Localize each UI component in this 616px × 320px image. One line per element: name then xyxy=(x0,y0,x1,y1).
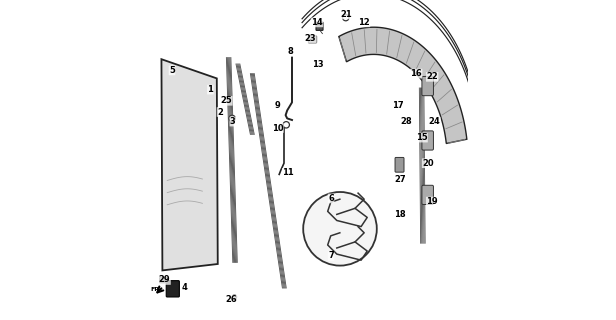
FancyBboxPatch shape xyxy=(422,76,434,96)
Circle shape xyxy=(342,14,349,21)
Text: 28: 28 xyxy=(401,117,412,126)
Text: 16: 16 xyxy=(410,69,422,78)
Text: 7: 7 xyxy=(328,252,334,260)
Text: 8: 8 xyxy=(288,47,293,56)
Text: 12: 12 xyxy=(358,18,370,27)
FancyBboxPatch shape xyxy=(309,36,317,43)
Text: FR: FR xyxy=(150,287,160,292)
Text: 3: 3 xyxy=(230,117,236,126)
Circle shape xyxy=(303,192,377,266)
Text: 2: 2 xyxy=(217,108,223,116)
Text: 17: 17 xyxy=(392,101,404,110)
FancyBboxPatch shape xyxy=(395,157,404,172)
Text: 26: 26 xyxy=(225,295,237,304)
Text: 20: 20 xyxy=(422,159,434,168)
Text: 29: 29 xyxy=(159,276,171,284)
FancyBboxPatch shape xyxy=(166,281,179,297)
FancyBboxPatch shape xyxy=(160,277,167,283)
FancyBboxPatch shape xyxy=(422,131,434,150)
Polygon shape xyxy=(339,27,467,143)
Text: 9: 9 xyxy=(275,101,280,110)
FancyBboxPatch shape xyxy=(316,22,323,30)
Text: 19: 19 xyxy=(426,197,438,206)
Text: 14: 14 xyxy=(311,18,323,27)
Circle shape xyxy=(229,115,235,122)
Circle shape xyxy=(283,122,290,128)
Text: 22: 22 xyxy=(426,72,438,81)
Text: 24: 24 xyxy=(429,117,440,126)
Text: 6: 6 xyxy=(328,194,334,203)
Text: 11: 11 xyxy=(282,168,294,177)
Text: 1: 1 xyxy=(208,85,213,94)
Text: 10: 10 xyxy=(272,124,283,132)
Circle shape xyxy=(232,295,237,299)
Text: 5: 5 xyxy=(169,66,175,75)
Text: 25: 25 xyxy=(221,96,232,105)
Circle shape xyxy=(280,126,284,130)
Text: 4: 4 xyxy=(182,284,188,292)
FancyBboxPatch shape xyxy=(422,185,434,204)
Text: 13: 13 xyxy=(312,60,323,68)
Text: 27: 27 xyxy=(394,175,406,184)
Text: 18: 18 xyxy=(394,210,405,219)
Text: 21: 21 xyxy=(340,10,352,19)
Text: 15: 15 xyxy=(416,133,428,142)
Text: 23: 23 xyxy=(305,34,317,43)
Polygon shape xyxy=(161,59,218,270)
